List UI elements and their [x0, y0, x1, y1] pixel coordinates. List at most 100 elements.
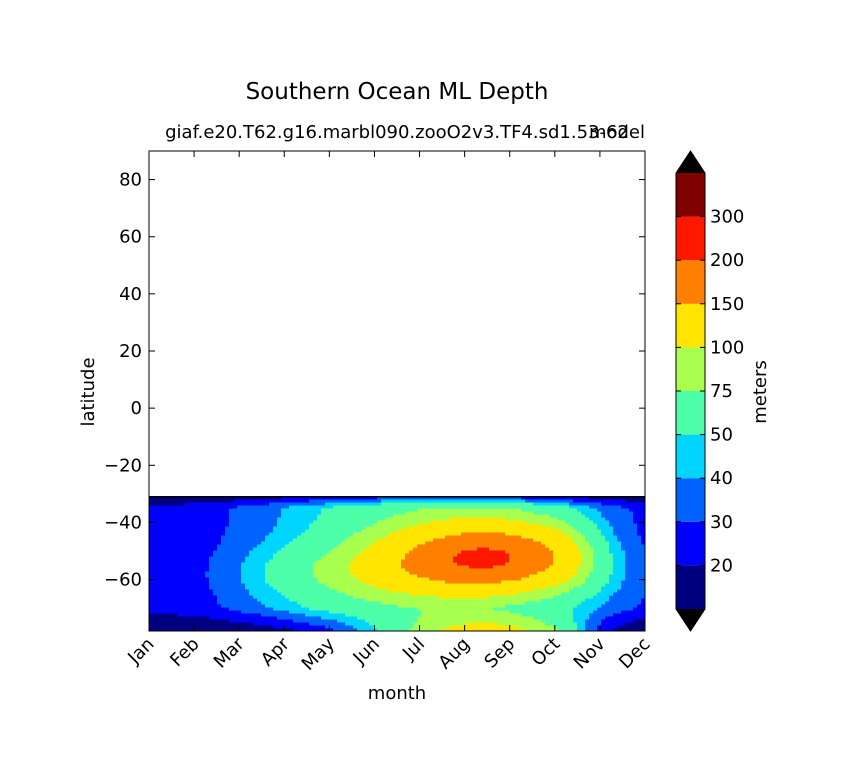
contour-cell	[349, 502, 354, 507]
contour-cell	[253, 496, 258, 501]
contour-cell	[193, 496, 198, 501]
contour-cell	[597, 583, 602, 588]
contour-cell	[613, 589, 618, 594]
contour-cell	[209, 565, 214, 570]
contour-cell	[245, 598, 250, 603]
contour-cell	[641, 610, 645, 615]
contour-cell	[245, 541, 250, 546]
contour-cell	[541, 532, 546, 537]
contour-cell	[517, 511, 522, 516]
contour-cell	[401, 502, 406, 507]
contour-cell	[509, 523, 514, 528]
contour-cell	[373, 505, 378, 510]
contour-cell	[269, 586, 274, 591]
contour-cell	[597, 565, 602, 570]
contour-cell	[413, 568, 418, 573]
contour-cell	[569, 601, 574, 606]
contour-cell	[573, 520, 578, 525]
contour-cell	[233, 607, 238, 612]
contour-cell	[321, 592, 326, 597]
contour-cell	[445, 586, 450, 591]
contour-cell	[469, 571, 474, 576]
contour-cell	[453, 550, 458, 555]
contour-cell	[501, 595, 506, 600]
contour-cell	[457, 562, 462, 567]
contour-cell	[373, 607, 378, 612]
contour-cell	[461, 610, 466, 615]
contour-cell	[201, 607, 206, 612]
contour-cell	[457, 535, 462, 540]
contour-cell	[501, 553, 506, 558]
contour-cell	[485, 595, 490, 600]
contour-cell	[401, 586, 406, 591]
contour-cell	[581, 586, 586, 591]
contour-cell	[557, 499, 562, 504]
contour-cell	[429, 496, 434, 501]
contour-cell	[345, 607, 350, 612]
contour-cell	[397, 499, 402, 504]
contour-cell	[373, 535, 378, 540]
contour-cell	[229, 499, 234, 504]
contour-cell	[345, 565, 350, 570]
contour-cell	[333, 592, 338, 597]
contour-cell	[477, 562, 482, 567]
contour-cell	[393, 532, 398, 537]
contour-cell	[497, 523, 502, 528]
contour-cell	[325, 511, 330, 516]
contour-cell	[625, 571, 630, 576]
contour-cell	[445, 562, 450, 567]
contour-cell	[301, 607, 306, 612]
contour-cell	[193, 499, 198, 504]
contour-cell	[185, 532, 190, 537]
contour-cell	[221, 577, 226, 582]
contour-cell	[617, 502, 622, 507]
contour-cell	[269, 568, 274, 573]
contour-cell	[361, 526, 366, 531]
contour-cell	[453, 565, 458, 570]
contour-cell	[597, 604, 602, 609]
contour-cell	[257, 547, 262, 552]
contour-cell	[541, 607, 546, 612]
contour-cell	[325, 607, 330, 612]
contour-cell	[477, 502, 482, 507]
contour-cell	[553, 592, 558, 597]
contour-cell	[385, 508, 390, 513]
contour-cell	[217, 541, 222, 546]
contour-cell	[457, 502, 462, 507]
contour-cell	[157, 589, 162, 594]
contour-cell	[485, 544, 490, 549]
contour-cell	[213, 556, 218, 561]
contour-cell	[425, 550, 430, 555]
contour-cell	[341, 499, 346, 504]
contour-cell	[261, 520, 266, 525]
contour-cell	[381, 601, 386, 606]
contour-cell	[201, 526, 206, 531]
contour-cell	[577, 508, 582, 513]
contour-cell	[213, 502, 218, 507]
contour-cell	[369, 499, 374, 504]
contour-cell	[581, 505, 586, 510]
contour-cell	[265, 535, 270, 540]
contour-cell	[533, 556, 538, 561]
contour-cell	[549, 553, 554, 558]
contour-cell	[313, 550, 318, 555]
contour-cell	[577, 550, 582, 555]
contour-cell	[193, 568, 198, 573]
contour-cell	[301, 517, 306, 522]
contour-cell	[489, 589, 494, 594]
contour-cell	[297, 526, 302, 531]
contour-cell	[517, 577, 522, 582]
contour-cell	[161, 556, 166, 561]
contour-cell	[253, 553, 258, 558]
contour-cell	[481, 559, 486, 564]
contour-cell	[465, 592, 470, 597]
contour-cell	[393, 610, 398, 615]
contour-cell	[517, 532, 522, 537]
contour-cell	[457, 520, 462, 525]
contour-cell	[561, 502, 566, 507]
contour-cell	[497, 562, 502, 567]
contour-cell	[221, 541, 226, 546]
contour-cell	[225, 532, 230, 537]
contour-cell	[337, 583, 342, 588]
contour-cell	[573, 580, 578, 585]
